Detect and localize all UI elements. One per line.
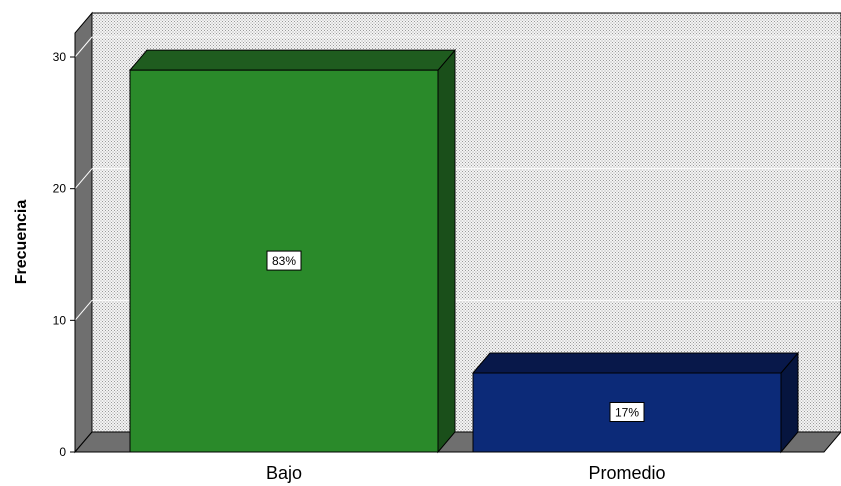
bar-top: [128, 49, 457, 71]
data-label-text: 17%: [615, 406, 639, 420]
data-label-box: [266, 250, 302, 271]
data-label-text: 83%: [272, 254, 296, 268]
side-wall: [74, 11, 93, 454]
y-tick-label: 0: [59, 445, 66, 459]
y-tick-label: 20: [53, 182, 67, 196]
data-label-bajo: 83%: [266, 250, 302, 271]
gridline-side: [74, 168, 93, 189]
y-tick-label: 10: [53, 313, 67, 327]
gridline-side: [74, 300, 93, 321]
bar-side: [437, 48, 456, 454]
y-axis: 0 10 20 30: [53, 33, 76, 459]
data-label-box: [609, 402, 645, 422]
x-category-label: Bajo: [266, 463, 302, 483]
data-labels: 83% Bajo 17% Promedio: [266, 250, 666, 483]
x-category-label: Promedio: [588, 463, 665, 483]
y-tick-label: 30: [53, 50, 67, 64]
bar-top: [471, 352, 800, 374]
gridline-side: [74, 36, 93, 58]
data-label-promedio: 17%: [609, 402, 645, 422]
y-axis-label: Frecuencia: [13, 200, 30, 285]
